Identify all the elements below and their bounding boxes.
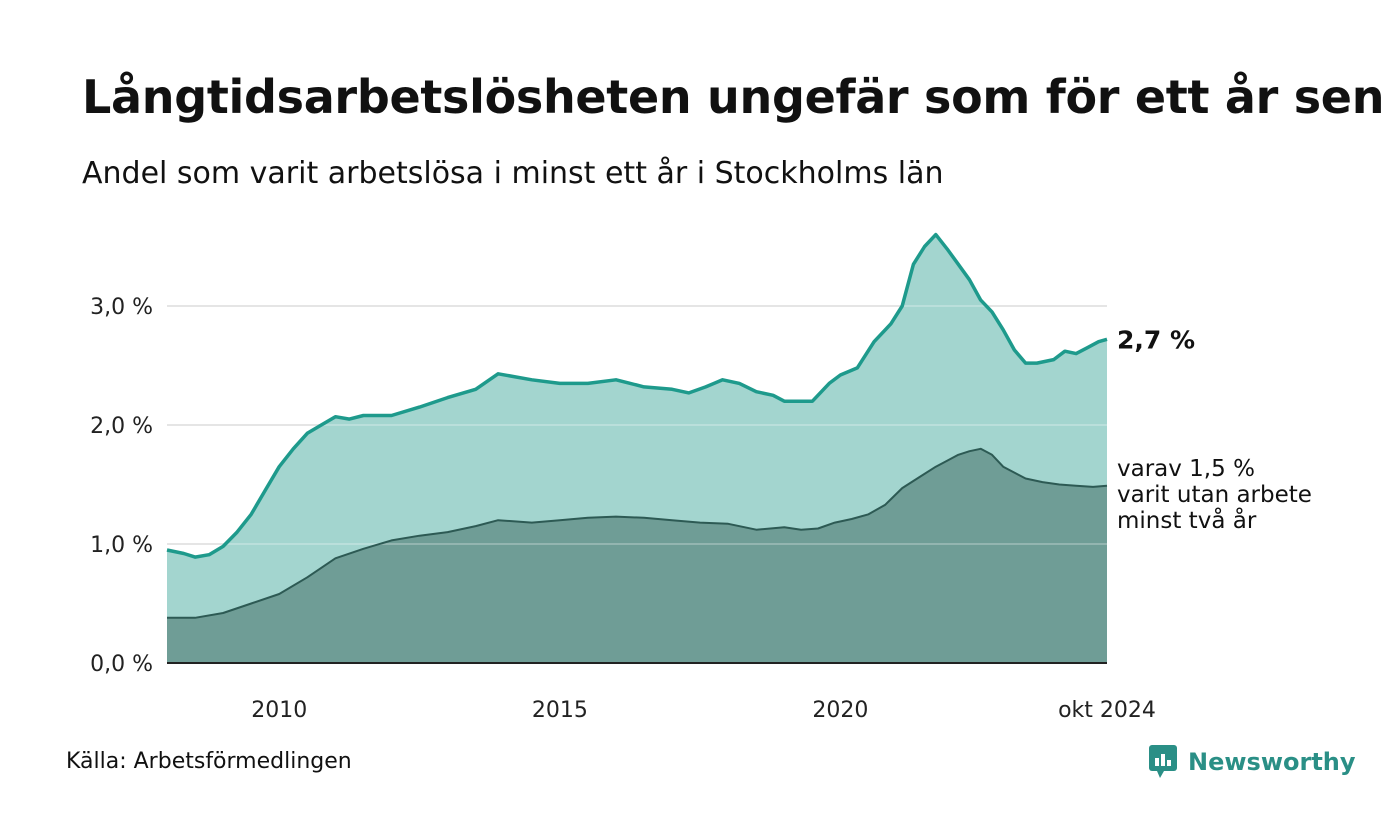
brand-name: Newsworthy	[1188, 748, 1356, 776]
x-tick-label: 2020	[812, 698, 868, 723]
chart-title: Långtidsarbetslösheten ungefär som för e…	[82, 70, 1385, 124]
series-line-sub	[167, 447, 1108, 619]
end-label-sub-line: minst två år	[1117, 506, 1257, 534]
labels: 0,0 % 1,0 % 2,0 % 3,0 % 2010 2015 2020 okt 2024…	[90, 295, 1312, 723]
series-line-total	[166, 232, 1108, 559]
x-tick-label: 2010	[251, 698, 307, 723]
y-tick-label: 1,0 %	[90, 533, 153, 558]
end-label-sub: varav 1,5 % varit utan arbete minst två år	[1117, 456, 1312, 534]
end-label-total: 2,7 %	[1117, 325, 1195, 354]
y-tick-label: 3,0 %	[90, 295, 153, 320]
area-series	[166, 232, 1108, 663]
x-tick-label: 2015	[532, 698, 588, 723]
x-tick-label: okt 2024	[1058, 698, 1156, 723]
series-area-sub	[167, 448, 1107, 663]
end-label-sub-line: varav 1,5 %	[1117, 456, 1255, 482]
source-note: Källa: Arbetsförmedlingen	[66, 749, 352, 774]
bar-chart-speech-bubble-icon	[1149, 745, 1177, 778]
brand-logo[interactable]: Newsworthy	[1148, 744, 1356, 780]
y-tick-label: 0,0 %	[90, 652, 153, 677]
chart-subtitle: Andel som varit arbetslösa i minst ett å…	[82, 156, 944, 191]
end-label-sub-line: varit utan arbete	[1117, 482, 1312, 508]
y-tick-label: 2,0 %	[90, 414, 153, 439]
